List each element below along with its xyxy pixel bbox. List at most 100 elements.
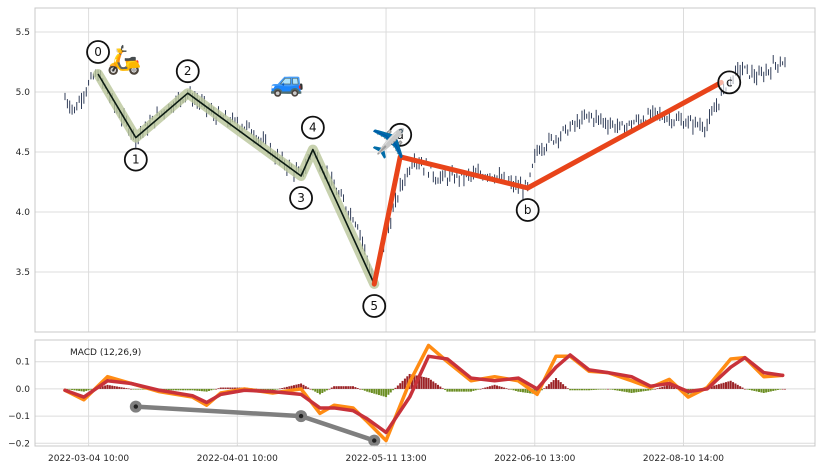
macd-hist-bar (165, 388, 168, 391)
macd-hist-bar (739, 386, 742, 389)
macd-hist-bar (750, 388, 753, 391)
macd-hist-bar (576, 388, 579, 391)
impulse-wave-halo (93, 69, 380, 289)
macd-hist-bar (203, 388, 206, 392)
wave-label-0: 0 (94, 45, 102, 59)
macd-hist-bar (297, 384, 300, 389)
macd-hist-bar (649, 388, 652, 391)
macd-hist-bar (318, 388, 321, 395)
macd-hist-bar (222, 387, 225, 389)
macd-hist-bar (743, 388, 746, 390)
macd-hist-bar (205, 388, 208, 392)
macd-hist-bar (493, 384, 496, 389)
x-tick-label: 2022-06-10 13:00 (494, 454, 575, 464)
macd-hist-bar (640, 388, 642, 392)
macd-hist-bar (323, 388, 326, 392)
macd-hist-bar (326, 388, 329, 391)
macd-hist-bar (87, 388, 90, 391)
macd-hist-bar (411, 374, 414, 389)
divergence-line (133, 404, 377, 443)
macd-hist-bar (394, 387, 397, 389)
wave-label-1-circle (123, 147, 148, 172)
airplane-emoji: ✈️ (371, 126, 406, 160)
macd-hist-bar (125, 388, 128, 389)
macd-hist-bar (514, 388, 517, 391)
macd-hist-bar (557, 380, 560, 389)
macd-hist-bar (132, 388, 135, 390)
wave-label-b: b (524, 203, 532, 217)
macd-hist-bar (606, 388, 609, 390)
macd-hist-bar (455, 388, 458, 392)
macd-hist-bar (644, 388, 647, 391)
macd-hist-bar (734, 383, 737, 389)
macd-hist-bar (193, 388, 196, 391)
macd-hist-bar (186, 388, 189, 391)
macd-lines (63, 343, 785, 443)
macd-hist-bar (776, 388, 779, 390)
macd-hist-bar (732, 382, 735, 389)
macd-hist-bar (460, 388, 463, 392)
divergence-point-dot (298, 413, 304, 419)
macd-hist-bar (210, 388, 213, 391)
macd-hist-bar (80, 388, 83, 392)
macd-hist-bar (654, 388, 657, 390)
macd-hist-bar (474, 388, 477, 391)
macd-hist-bar (498, 386, 501, 389)
macd-hist-bar (120, 387, 123, 389)
macd-hist-bar (595, 388, 598, 390)
macd-hist-bar (580, 388, 583, 391)
macd-hist-bar (314, 388, 317, 392)
macd-hist-bar (597, 388, 600, 390)
macd-hist-bar (231, 387, 234, 389)
macd-hist-bar (262, 388, 265, 390)
macd-hist-bar (403, 378, 406, 389)
macd-hist-bar (753, 388, 756, 391)
macd-hist-bar (139, 388, 142, 390)
macd-hist-bar (174, 388, 177, 391)
macd-hist-bar (75, 388, 78, 391)
macd-hist-bar (507, 388, 510, 390)
wave-label-3: 3 (297, 191, 305, 205)
macd-hist-bar (304, 386, 307, 389)
macd-hist-bar (746, 388, 749, 390)
wave-label-5: 5 (370, 299, 378, 313)
macd-hist-bar (614, 388, 617, 391)
macd-hist-bar (382, 388, 385, 397)
macd-hist-bar (547, 384, 550, 389)
macd-hist-bar (774, 388, 777, 391)
macd-hist-bar (215, 388, 218, 390)
macd-hist-bar (488, 386, 491, 389)
macd-hist-bar (363, 388, 366, 391)
macd-hist-bar (569, 388, 572, 391)
macd-hist-bar (68, 388, 71, 390)
macd-hist-bar (512, 388, 515, 391)
x-tick-label: 2022-04-01 10:00 (197, 454, 278, 464)
macd-hist-bar (599, 388, 602, 390)
macd-hist-bar (647, 388, 650, 391)
macd-hist-bar (137, 388, 140, 390)
impulse-wave-line (97, 73, 375, 285)
macd-hist-bar (658, 387, 661, 389)
macd-hist-bar (269, 388, 272, 391)
macd-hist-bar (543, 388, 546, 389)
macd-hist-bar (578, 388, 581, 391)
macd-hist-bar (467, 388, 470, 392)
car-emoji: 🚙 (269, 65, 304, 98)
macd-hist-bar (182, 388, 185, 391)
macd-hist-bar (616, 388, 619, 391)
macd-hist-bar (604, 388, 607, 390)
macd-hist-bar (212, 388, 215, 390)
macd-hist-bar (755, 388, 758, 392)
macd-hist-bar (552, 380, 555, 389)
macd-hist-bar (89, 388, 92, 390)
macd-ytick-label: 0.1 (16, 358, 30, 368)
macd-hist-bar (71, 388, 74, 390)
price-ytick-label: 5.5 (16, 28, 30, 38)
macd-hist-bar (264, 388, 267, 390)
macd-hist-bar (524, 388, 527, 393)
macd-hist-bar (434, 383, 437, 389)
macd-hist-bar (566, 388, 569, 389)
macd-hist-bar (356, 388, 359, 389)
macd-hist-bar (208, 388, 210, 391)
